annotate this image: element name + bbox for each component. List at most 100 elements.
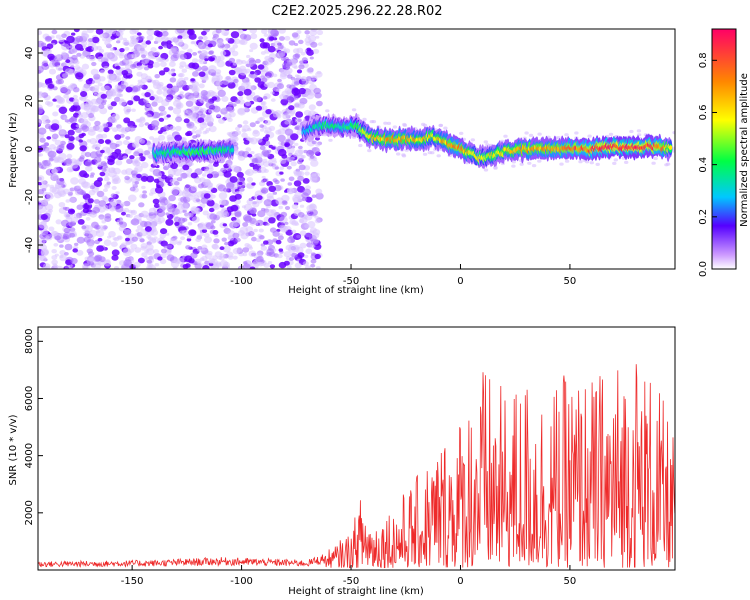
- spectrogram-noise-cell: [156, 89, 163, 95]
- spectrogram-noise-cell: [298, 64, 305, 70]
- spectrogram-noise-cell: [123, 259, 132, 267]
- spectrogram-noise-cell: [191, 216, 200, 223]
- spectrogram-noise-cell: [232, 255, 238, 260]
- spectrogram-noise-cell: [288, 40, 296, 46]
- spectrogram-noise-cell: [296, 69, 303, 74]
- spectrogram-noise-cell: [249, 29, 257, 34]
- spectrogram-noise-cell: [129, 186, 136, 192]
- spectrogram-noise-cell: [48, 68, 57, 75]
- spectrogram-noise-cell: [275, 239, 282, 245]
- spectrogram-noise-cell: [174, 96, 181, 102]
- spectrogram-noise-cell: [209, 91, 217, 98]
- spectrogram-noise-cell: [99, 76, 106, 82]
- spectrogram-noise-cell: [86, 233, 93, 239]
- spectrogram-noise-cell: [50, 123, 60, 131]
- spectrogram-noise-cell: [180, 236, 186, 241]
- spectrogram-noise-cell: [279, 216, 288, 224]
- spectrogram-noise-cell: [205, 101, 214, 109]
- spectrogram-noise-cell: [142, 190, 147, 194]
- spectrogram-noise-cell: [81, 125, 90, 132]
- spectrogram-noise-cell: [279, 158, 287, 164]
- spectrogram-noise-cell: [296, 154, 305, 161]
- spectrogram-noise-cell: [305, 248, 313, 255]
- spectrogram-noise-cell: [299, 242, 307, 249]
- spectrogram-noise-cell: [282, 200, 287, 204]
- spectrogram-ridge-cell: [668, 145, 673, 150]
- spectrogram-noise-cell: [242, 120, 249, 125]
- spectrogram-noise-cell: [138, 153, 143, 157]
- spectrogram-noise-cell: [153, 178, 160, 183]
- spectrogram-noise-cell: [161, 36, 169, 42]
- spectrogram-noise-cell: [93, 262, 102, 269]
- spectrogram-noise-cell: [307, 221, 316, 228]
- spectrogram-noise-cell: [103, 123, 108, 128]
- spectrogram-noise-cell: [93, 179, 103, 188]
- spectrogram-noise-cell: [213, 238, 220, 244]
- spectrogram-noise-cell: [116, 235, 123, 241]
- spectrogram-noise-cell: [262, 42, 271, 49]
- spectrogram-noise-cell: [176, 80, 184, 86]
- spectrogram-noise-cell: [298, 39, 304, 45]
- spectrogram-noise-cell: [293, 102, 302, 109]
- spectrogram-noise-cell: [311, 194, 317, 198]
- spectrogram-noise-cell: [157, 256, 163, 261]
- spectrogram-noise-cell: [203, 232, 210, 238]
- spectrogram-noise-cell: [268, 217, 276, 224]
- spectrogram-noise-cell: [264, 127, 272, 133]
- spectrogram-noise-cell: [168, 70, 174, 75]
- spectrogram-noise-cell: [166, 83, 173, 89]
- spectrogram-noise-cell: [88, 261, 95, 266]
- spectrogram-noise-cell: [38, 69, 42, 74]
- spectrogram-noise-cell: [249, 266, 256, 269]
- spectrogram-noise-cell: [212, 230, 219, 235]
- spectrogram-noise-cell: [102, 204, 109, 210]
- spectrogram-noise-cell: [351, 108, 357, 112]
- spectrogram-noise-cell: [103, 260, 112, 267]
- spectrogram-noise-cell: [161, 174, 168, 180]
- spectrogram-noise-cell: [129, 29, 137, 35]
- spectrogram-noise-cell: [302, 261, 309, 267]
- spectrogram-noise-cell: [325, 109, 330, 113]
- spectrogram-noise-cell: [191, 125, 198, 131]
- spectrogram-noise-cell: [608, 132, 614, 136]
- spectrogram-noise-cell: [306, 149, 314, 157]
- spectrogram-noise-cell: [613, 158, 618, 162]
- spectrogram-noise-cell: [227, 117, 233, 123]
- spectrogram-noise-cell: [298, 218, 305, 224]
- spectrogram-noise-cell: [298, 164, 306, 171]
- spectrogram-noise-cell: [116, 72, 123, 77]
- spectrogram-noise-cell: [222, 223, 227, 227]
- spectrogram-noise-cell: [629, 129, 634, 134]
- spectrogram-noise-cell: [241, 60, 247, 64]
- spectrogram-noise-cell: [73, 98, 79, 103]
- spectrogram-noise-cell: [152, 79, 160, 86]
- spectrogram-noise-cell: [69, 45, 75, 49]
- spectrogram-noise-cell: [201, 229, 208, 233]
- spectrogram-noise-cell: [174, 181, 180, 186]
- snr-y-ticks: 2000 4000 6000 8000: [24, 329, 43, 526]
- spectrogram-noise-cell: [220, 50, 227, 56]
- spectrogram-noise-cell: [232, 232, 240, 239]
- spectrogram-noise-cell: [82, 84, 91, 92]
- spectrogram-noise-cell: [112, 127, 118, 133]
- spectrogram-noise-cell: [115, 205, 124, 213]
- spectrogram-noise-cell: [265, 58, 274, 65]
- spectrogram-noise-cell: [79, 145, 87, 152]
- spectrogram-noise-cell: [133, 143, 138, 147]
- spectrogram-noise-cell: [519, 162, 524, 166]
- spectrogram-noise-cell: [97, 82, 103, 87]
- spectrogram-noise-cell: [166, 134, 174, 141]
- spectrogram-noise-cell: [169, 77, 177, 83]
- spectrogram-noise-cell: [257, 261, 264, 267]
- spectrogram-noise-cell: [470, 138, 475, 142]
- spectrogram-noise-cell: [275, 197, 285, 205]
- spectrogram-noise-cell: [278, 36, 285, 41]
- spectrogram-noise-cell: [169, 179, 175, 183]
- spectrogram-noise-cell: [307, 67, 313, 73]
- spectrogram-noise-cell: [257, 64, 265, 70]
- spectrogram-noise-cell: [39, 137, 46, 143]
- spectrogram-noise-cell: [198, 71, 206, 77]
- spectrogram-noise-cell: [310, 41, 318, 48]
- spectrogram-noise-cell: [208, 160, 214, 164]
- spectrogram-noise-cell: [283, 251, 291, 258]
